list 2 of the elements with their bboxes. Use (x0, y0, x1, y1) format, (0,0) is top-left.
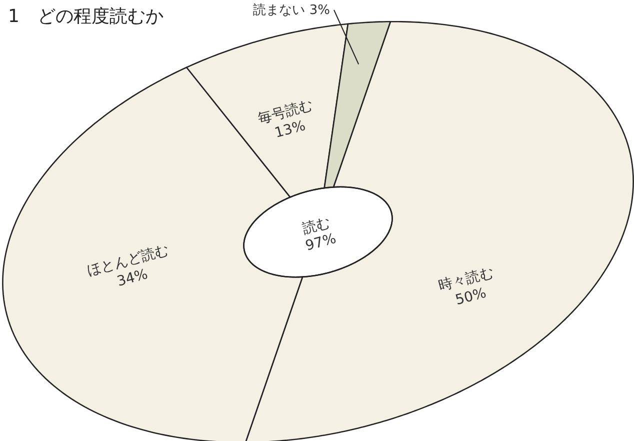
title: 1 どの程度読むか (8, 6, 164, 27)
annotation: 読む 97% (300, 214, 338, 254)
